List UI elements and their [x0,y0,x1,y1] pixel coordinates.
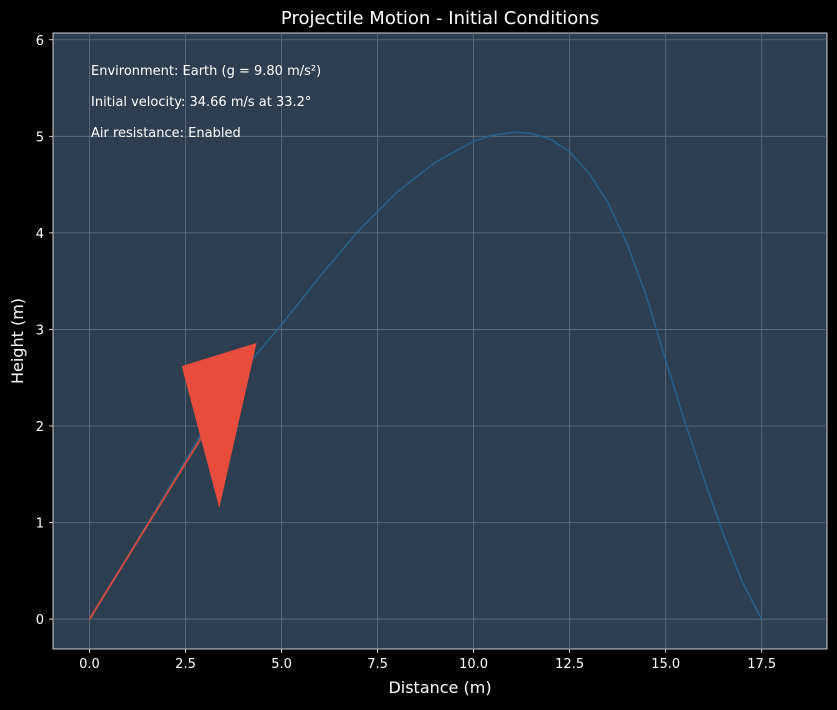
annotation-initial-velocity: Initial velocity: 34.66 m/s at 33.2° [91,95,311,110]
annotation-environment: Environment: Earth (g = 9.80 m/s²) [91,64,321,79]
x-tick-label: 10.0 [459,657,488,672]
x-tick-label: 2.5 [175,657,196,672]
grid [53,33,827,649]
x-tick-label: 0.0 [79,657,100,672]
x-tick-label: 15.0 [651,657,680,672]
x-tick-label: 12.5 [555,657,584,672]
series-layer [88,131,763,620]
chart-title: Projectile Motion - Initial Conditions [281,8,599,29]
y-tick-label: 3 [36,323,44,338]
y-tick-label: 6 [36,34,44,49]
y-tick-label: 2 [36,420,44,435]
y-axis-label: Height (m) [8,298,27,384]
annotation-air-resistance: Air resistance: Enabled [91,126,241,141]
x-axis-label: Distance (m) [388,678,491,697]
x-tick-label: 7.5 [367,657,388,672]
plot-area [52,32,828,650]
x-tick-label: 17.5 [747,657,776,672]
y-tick-label: 5 [36,130,44,145]
x-tick-label: 5.0 [271,657,292,672]
trajectory-line [88,131,763,620]
axis-ticks: 0.0 2.5 5.0 7.5 10.0 12.5 15.0 17.5 0 1 2 3 4 5 6 [36,34,776,672]
velocity-vector-shaft [88,425,210,620]
velocity-vector-arrowhead [181,342,257,508]
y-tick-label: 4 [36,227,44,242]
y-tick-label: 1 [36,517,44,532]
y-tick-label: 0 [36,613,44,628]
